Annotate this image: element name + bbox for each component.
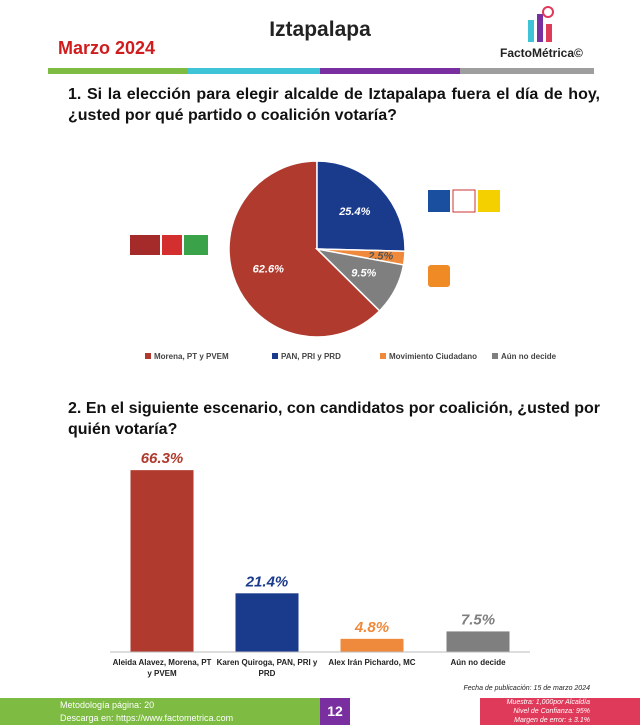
slice-label: 62.6% xyxy=(253,263,284,275)
margin: Margen de error: ± 3.1% xyxy=(514,717,590,724)
logo-icon xyxy=(528,6,554,42)
category-label: Alex Irán Pichardo, MC xyxy=(328,658,416,667)
rule-cyan xyxy=(188,68,320,74)
methodology: Metodología página: 20 xyxy=(60,700,155,710)
page-number: 12 xyxy=(327,703,343,719)
legend-label: Movimiento Ciudadano xyxy=(389,352,477,361)
legend-label: PAN, PRI y PRD xyxy=(281,352,341,361)
rule-green xyxy=(48,68,188,74)
page-title: Iztapalapa xyxy=(269,18,371,41)
bar xyxy=(130,470,194,652)
pie-slice xyxy=(314,247,405,312)
bar-value-label: 66.3% xyxy=(141,450,184,467)
party-logos xyxy=(130,189,500,287)
slice-label: 9.5% xyxy=(351,267,376,279)
brand: FactoMétrica© xyxy=(500,46,583,60)
question-1: 1. Si la elección para elegir alcalde de… xyxy=(68,86,600,124)
sample: Muestra: 1,000por Alcaldía xyxy=(506,699,590,706)
question-2: 2. En el siguiente escenario, con candid… xyxy=(68,400,600,438)
bar-value-label: 7.5% xyxy=(461,611,495,628)
publication-date: Fecha de publicación: 15 de marzo 2024 xyxy=(463,685,590,692)
bar xyxy=(446,631,510,652)
footer-page-box xyxy=(320,698,350,725)
pie-slice xyxy=(228,160,381,338)
download: Descarga en: https://www.factometrica.co… xyxy=(60,713,234,723)
bar xyxy=(340,638,404,652)
pie-slice xyxy=(316,160,406,252)
category-label: Aleida Alavez, Morena, PT y PVEM xyxy=(112,658,212,678)
legend-label: Aún no decide xyxy=(501,352,557,361)
footer-right xyxy=(480,698,640,725)
bar-value-label: 4.8% xyxy=(354,619,389,636)
date: Marzo 2024 xyxy=(58,38,156,58)
legend-swatch xyxy=(272,353,278,359)
category-label: Aún no decide xyxy=(450,658,506,667)
slice-label: 25.4% xyxy=(338,206,370,218)
footer-left xyxy=(0,698,320,725)
bar-value-label: 21.4% xyxy=(245,573,289,590)
rule-gray xyxy=(460,68,594,74)
sample-info: Muestra: 1,000por Alcaldía Nivel de Conf… xyxy=(480,698,590,725)
rule-purple xyxy=(320,68,460,74)
legend-swatch xyxy=(380,353,386,359)
bar xyxy=(235,593,299,652)
category-label: Karen Quiroga, PAN, PRI y PRD xyxy=(216,658,318,678)
legend-label: Morena, PT y PVEM xyxy=(154,352,229,361)
legend-swatch xyxy=(492,353,498,359)
legend-swatch xyxy=(145,353,151,359)
confidence: Nivel de Confianza: 95% xyxy=(513,708,590,715)
